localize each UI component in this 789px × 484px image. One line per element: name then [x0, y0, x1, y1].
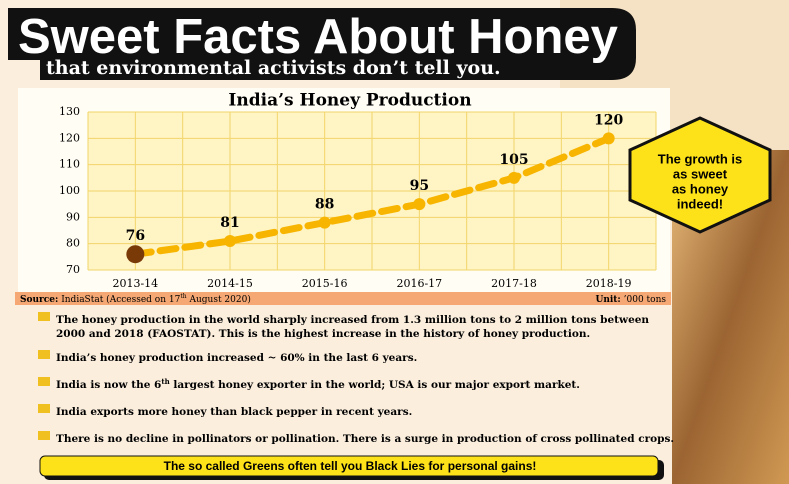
bullet-text: India’s honey production increased ~ 60%…: [56, 352, 417, 364]
x-tick-label: 2017-18: [491, 277, 537, 290]
y-tick-label: 70: [66, 263, 80, 276]
bullet-text: India is now the 6th largest honey expor…: [56, 377, 580, 391]
x-tick-label: 2013-14: [112, 277, 158, 290]
source-text: IndiaStat (Accessed on 17: [61, 294, 180, 305]
header-subtitle: that environmental activists don’t tell …: [46, 57, 501, 79]
unit: Unit: ’000 tons: [595, 295, 666, 305]
chart-title: India’s Honey Production: [228, 91, 471, 111]
point: [413, 198, 425, 210]
bullet-icon: [38, 312, 50, 321]
value-label: 95: [410, 178, 429, 194]
bullet-part: India is now the 6: [56, 379, 161, 391]
bullet-icon: [38, 404, 50, 413]
unit-text: ’000 tons: [624, 295, 667, 305]
bullet-sup: th: [161, 377, 169, 386]
value-label: 76: [126, 228, 145, 244]
bullet-icon: [38, 377, 50, 386]
value-label: 81: [220, 215, 239, 231]
y-tick-label: 100: [59, 184, 80, 197]
callout-line: The growth is: [658, 151, 743, 166]
bullet-text: 2000 and 2018 (FAOSTAT). This is the hig…: [56, 328, 590, 340]
value-label: 105: [499, 152, 528, 168]
unit-label: Unit:: [595, 295, 620, 305]
x-tick-label: 2018-19: [586, 277, 632, 290]
y-tick-label: 120: [59, 131, 80, 144]
value-label: 120: [594, 112, 623, 128]
bullet-text: There is no decline in pollinators or po…: [56, 433, 674, 445]
point: [319, 217, 331, 229]
bullet-text: India exports more honey than black pepp…: [56, 406, 412, 418]
bullet-icon: [38, 431, 50, 440]
y-tick-label: 130: [59, 105, 80, 118]
source-text: August 2020): [187, 294, 251, 305]
x-tick-label: 2014-15: [207, 277, 253, 290]
callout-line: indeed!: [677, 196, 723, 211]
header-title: Sweet Facts About Honey: [18, 10, 618, 64]
bullet-text: The honey production in the world sharpl…: [56, 314, 649, 326]
point: [126, 245, 144, 263]
point: [603, 132, 615, 144]
point: [508, 172, 520, 184]
source-label: Source:: [20, 295, 58, 305]
x-tick-label: 2016-17: [396, 277, 442, 290]
y-tick-label: 110: [59, 158, 80, 171]
callout-line: as honey: [672, 181, 729, 196]
value-label: 88: [315, 197, 334, 213]
infographic: Sweet Facts About Honey that environment…: [0, 0, 789, 484]
x-tick-label: 2015-16: [302, 277, 348, 290]
page: {"header": {"title": "Sweet Facts About …: [0, 0, 789, 484]
point: [224, 235, 236, 247]
source: Source: IndiaStat (Accessed on 17th Augu…: [20, 293, 251, 305]
y-tick-label: 80: [66, 237, 80, 250]
bullet-icon: [38, 350, 50, 359]
callout-line: as sweet: [673, 166, 728, 181]
y-tick-label: 90: [66, 210, 80, 223]
bullet-part: largest honey exporter in the world; USA…: [170, 379, 580, 391]
footer-text: The so called Greens often tell you Blac…: [164, 459, 537, 473]
